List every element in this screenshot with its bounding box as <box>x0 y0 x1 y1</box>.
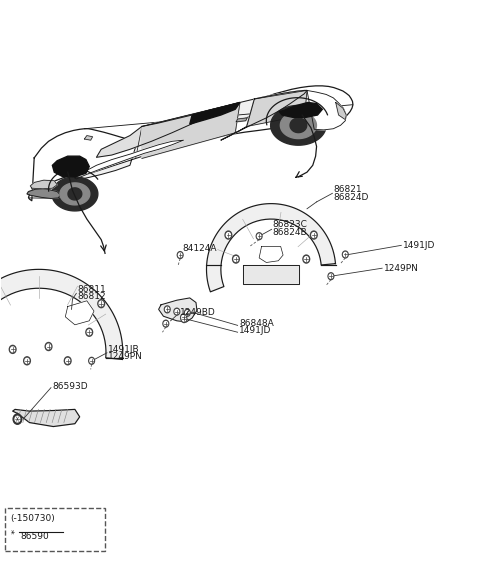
Polygon shape <box>30 180 57 189</box>
Circle shape <box>174 308 180 315</box>
FancyBboxPatch shape <box>4 508 105 551</box>
Text: 1249BD: 1249BD <box>180 308 216 317</box>
Polygon shape <box>27 189 60 198</box>
Text: 84124A: 84124A <box>182 244 217 253</box>
Circle shape <box>98 300 105 308</box>
Text: 86823C: 86823C <box>273 220 307 229</box>
Text: 1249PN: 1249PN <box>384 264 419 273</box>
Text: 86821: 86821 <box>333 186 362 194</box>
Polygon shape <box>158 298 197 322</box>
Circle shape <box>90 359 93 363</box>
Circle shape <box>175 309 179 313</box>
Polygon shape <box>52 156 89 176</box>
Circle shape <box>99 301 103 306</box>
Polygon shape <box>236 118 247 122</box>
Polygon shape <box>60 183 90 205</box>
Polygon shape <box>206 203 336 292</box>
Circle shape <box>163 320 168 327</box>
Text: 86824D: 86824D <box>333 193 369 202</box>
Circle shape <box>9 346 16 354</box>
Text: 86811: 86811 <box>77 285 106 294</box>
Circle shape <box>47 344 50 349</box>
Circle shape <box>234 257 238 261</box>
Polygon shape <box>28 86 353 201</box>
Polygon shape <box>96 103 240 158</box>
Circle shape <box>164 306 170 313</box>
Polygon shape <box>271 105 326 145</box>
Circle shape <box>186 311 189 315</box>
Circle shape <box>256 233 262 240</box>
Text: 86848A: 86848A <box>239 319 274 328</box>
Text: 86590: 86590 <box>21 532 49 541</box>
Circle shape <box>64 357 71 365</box>
Circle shape <box>233 255 240 263</box>
Circle shape <box>164 321 168 325</box>
Polygon shape <box>75 91 307 179</box>
Circle shape <box>86 328 93 336</box>
Circle shape <box>182 317 186 321</box>
Polygon shape <box>259 246 283 262</box>
Circle shape <box>166 307 169 311</box>
Circle shape <box>312 233 316 237</box>
Polygon shape <box>142 103 240 159</box>
Circle shape <box>304 257 308 261</box>
Polygon shape <box>307 91 346 130</box>
Circle shape <box>87 330 91 335</box>
Circle shape <box>9 528 16 536</box>
Circle shape <box>25 358 29 363</box>
Circle shape <box>311 231 317 239</box>
Polygon shape <box>247 91 307 127</box>
Polygon shape <box>290 118 307 132</box>
Text: 1491JB: 1491JB <box>108 345 140 354</box>
Circle shape <box>66 358 70 363</box>
Polygon shape <box>52 177 98 211</box>
Text: 86593D: 86593D <box>52 382 88 391</box>
Polygon shape <box>65 301 94 325</box>
Polygon shape <box>75 140 183 179</box>
Circle shape <box>11 530 14 535</box>
Polygon shape <box>68 188 82 200</box>
Polygon shape <box>0 269 123 394</box>
Text: 1491JD: 1491JD <box>239 326 271 335</box>
Polygon shape <box>84 136 93 140</box>
Circle shape <box>184 309 190 316</box>
Polygon shape <box>221 91 307 140</box>
Circle shape <box>303 255 310 263</box>
Circle shape <box>179 253 182 257</box>
Text: 1249PN: 1249PN <box>108 352 143 361</box>
Circle shape <box>11 347 15 352</box>
Circle shape <box>329 274 333 278</box>
Polygon shape <box>243 265 299 284</box>
Circle shape <box>342 251 348 258</box>
Circle shape <box>45 343 52 351</box>
Circle shape <box>177 252 183 258</box>
Circle shape <box>225 231 232 239</box>
Circle shape <box>13 414 22 424</box>
Circle shape <box>180 314 186 321</box>
Circle shape <box>181 316 187 323</box>
Circle shape <box>89 358 95 364</box>
Circle shape <box>15 416 20 422</box>
Polygon shape <box>190 103 240 124</box>
Circle shape <box>24 357 30 365</box>
Circle shape <box>182 315 185 319</box>
Circle shape <box>328 273 334 280</box>
Polygon shape <box>12 409 80 426</box>
Circle shape <box>344 253 347 257</box>
Text: 86824B: 86824B <box>273 227 307 237</box>
Text: (-150730): (-150730) <box>10 513 55 523</box>
Polygon shape <box>279 103 323 117</box>
Text: 86812: 86812 <box>77 292 106 301</box>
Text: 1491JD: 1491JD <box>403 241 435 250</box>
Polygon shape <box>336 103 346 120</box>
Circle shape <box>257 234 261 238</box>
Circle shape <box>227 233 230 237</box>
Polygon shape <box>280 112 316 139</box>
